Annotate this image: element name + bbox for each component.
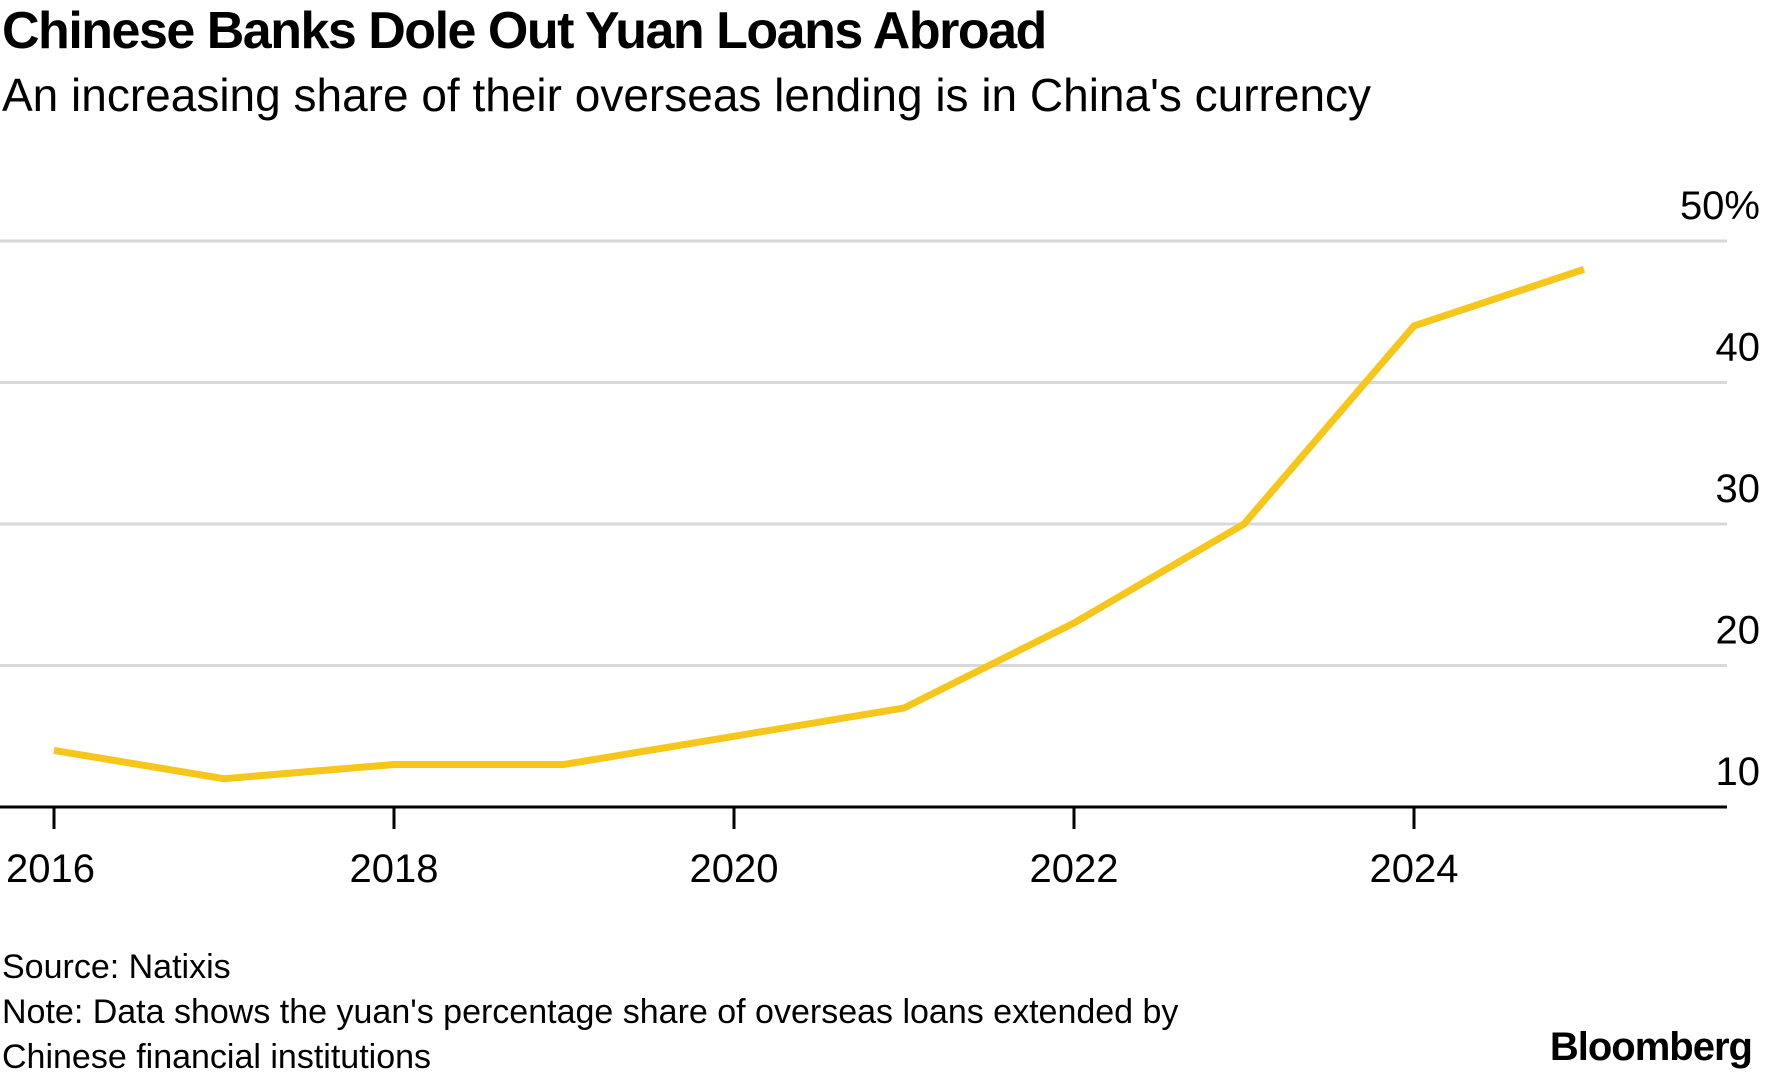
gridlines [0,239,1727,667]
y-tick-label-50: 50% [1680,184,1760,228]
source-note: Source: Natixis [2,948,231,986]
x-tick-label-2022: 2022 [1030,847,1119,891]
x-tick-label-2016: 2016 [6,847,95,891]
x-tick-label-2018: 2018 [350,847,439,891]
y-axis-tick-labels: 10 20 30 40 50% [1680,184,1760,794]
x-tick-label-2024: 2024 [1370,847,1459,891]
series-line-yuan-share [53,265,1586,783]
y-tick-label-40: 40 [1716,326,1761,370]
y-tick-label-30: 30 [1716,467,1761,511]
chart-title: Chinese Banks Dole Out Yuan Loans Abroad [2,2,1047,60]
data-note-line-2: Chinese financial institutions [2,1038,432,1076]
data-note-line-1: Note: Data shows the yuan's percentage s… [2,993,1179,1031]
chart-footer: Source: Natixis Note: Data shows the yua… [2,945,1442,1080]
bloomberg-logo: Bloomberg [1549,1025,1753,1069]
y-tick-label-20: 20 [1716,609,1761,653]
x-axis [0,805,1727,829]
series-layer [53,265,1586,783]
chart-subtitle: An increasing share of their overseas le… [2,69,1372,121]
x-tick-label-2020: 2020 [690,847,779,891]
y-tick-label-10: 10 [1716,750,1761,794]
x-axis-tick-labels: 2016 2018 2020 2022 2024 [6,847,1458,891]
